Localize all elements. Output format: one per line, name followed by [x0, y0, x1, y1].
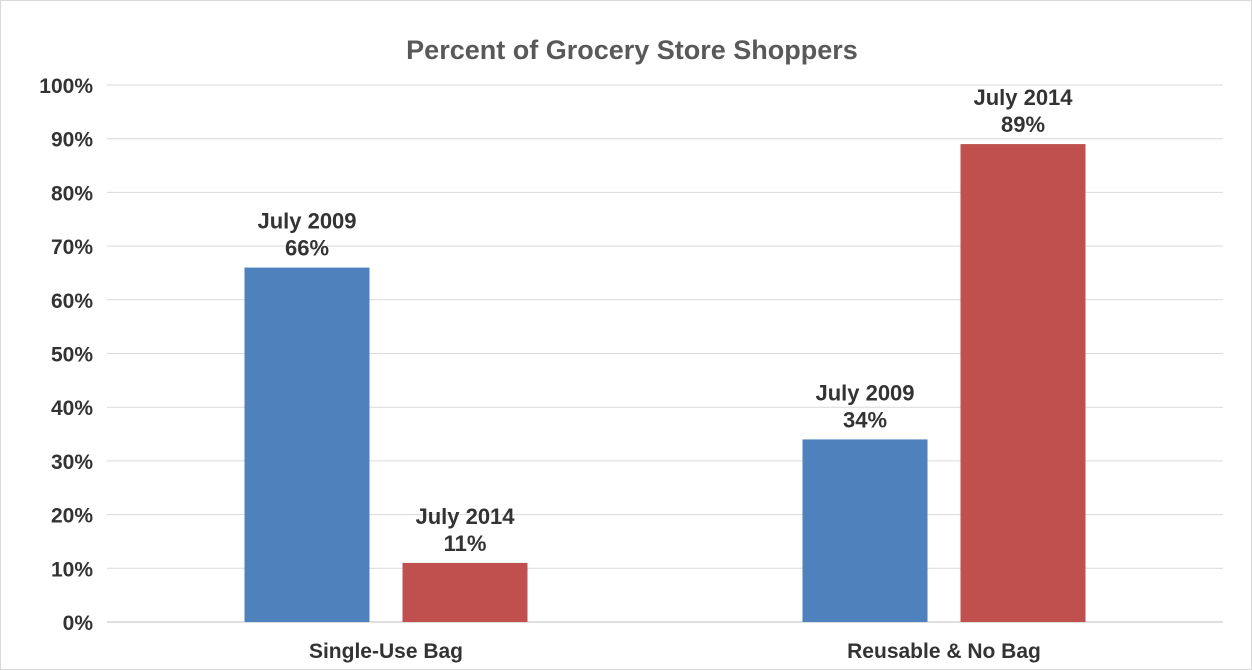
data-label-period: July 2014	[973, 85, 1073, 110]
chart-title: Percent of Grocery Store Shoppers	[406, 35, 858, 65]
y-tick-label: 40%	[51, 397, 93, 420]
y-tick-label: 70%	[51, 236, 93, 259]
y-tick-label: 60%	[51, 290, 93, 313]
y-axis-tick-labels: 0% 10% 20% 30% 40% 50% 60% 70% 80% 90% 100%	[39, 75, 93, 635]
x-axis-category-labels: Single-Use Bag Reusable & No Bag	[309, 640, 1041, 663]
data-label-value: 89%	[1001, 112, 1045, 137]
y-tick-label: 50%	[51, 344, 93, 367]
x-category-label: Single-Use Bag	[309, 640, 463, 663]
bar-0-1	[802, 439, 928, 622]
bar-1-1	[960, 144, 1086, 622]
y-tick-label: 30%	[51, 451, 93, 474]
data-label-period: July 2009	[257, 209, 356, 234]
data-label-value: 11%	[444, 531, 487, 556]
data-label-value: 34%	[843, 407, 887, 432]
bar-1-0	[402, 562, 528, 622]
x-category-label: Reusable & No Bag	[847, 640, 1041, 663]
data-label-period: July 2009	[815, 380, 914, 405]
y-tick-label: 80%	[51, 182, 93, 205]
y-tick-label: 10%	[51, 558, 93, 581]
bars	[244, 144, 1086, 622]
y-tick-label: 100%	[39, 75, 93, 98]
y-tick-label: 0%	[63, 612, 94, 635]
bar-0-0	[244, 267, 370, 622]
y-tick-label: 90%	[51, 129, 93, 152]
y-tick-label: 20%	[51, 505, 93, 528]
data-label-period: July 2014	[415, 504, 515, 529]
data-label-value: 66%	[285, 236, 329, 261]
